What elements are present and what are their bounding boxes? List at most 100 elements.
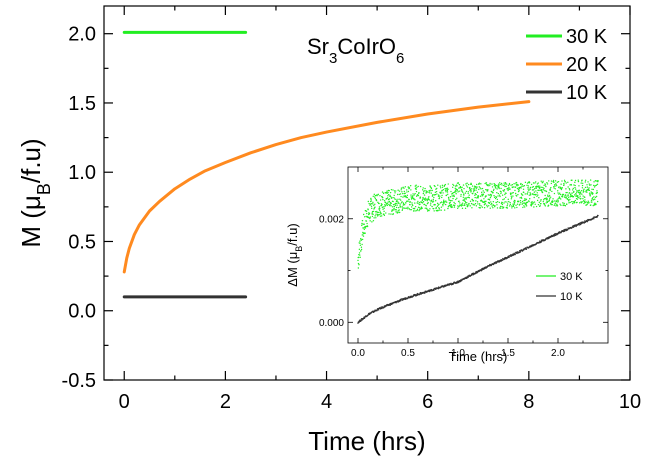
data-point xyxy=(389,204,391,207)
data-point xyxy=(395,211,397,213)
data-point xyxy=(592,204,594,207)
data-point xyxy=(537,182,539,184)
data-point xyxy=(424,187,426,190)
data-point xyxy=(532,186,535,188)
data-point xyxy=(490,201,492,203)
data-point xyxy=(456,185,458,187)
data-point xyxy=(509,201,511,204)
data-point xyxy=(530,183,533,186)
data-point xyxy=(564,205,567,207)
data-point xyxy=(462,184,465,186)
data-point xyxy=(565,182,567,184)
data-point xyxy=(575,195,577,198)
data-point xyxy=(367,216,370,219)
data-point xyxy=(493,183,495,185)
data-point xyxy=(479,207,482,209)
data-point xyxy=(536,183,539,185)
data-point xyxy=(449,196,452,198)
data-point xyxy=(377,215,379,217)
data-point xyxy=(422,201,425,203)
data-point xyxy=(418,207,421,209)
data-point xyxy=(548,194,551,197)
data-point xyxy=(462,191,464,194)
data-point xyxy=(421,189,424,191)
data-point xyxy=(484,203,487,205)
data-point xyxy=(414,202,416,204)
data-point xyxy=(382,196,384,199)
data-point xyxy=(503,184,506,186)
data-point xyxy=(504,185,506,188)
data-point xyxy=(500,192,502,195)
data-point xyxy=(393,196,395,199)
data-point xyxy=(504,201,506,203)
data-point xyxy=(563,182,565,185)
data-point xyxy=(459,204,461,207)
data-point xyxy=(380,212,382,215)
data-point xyxy=(454,187,456,190)
data-point xyxy=(472,192,474,195)
data-point xyxy=(592,199,595,201)
data-point xyxy=(551,203,553,206)
data-point xyxy=(582,182,584,184)
data-point xyxy=(517,184,519,186)
data-point xyxy=(378,206,381,208)
data-point xyxy=(383,210,385,213)
data-point xyxy=(524,181,527,184)
data-point xyxy=(483,191,485,194)
data-point xyxy=(527,185,530,187)
data-point xyxy=(440,191,442,194)
data-point xyxy=(414,185,416,187)
data-point xyxy=(595,203,597,205)
data-point xyxy=(457,205,459,207)
data-point xyxy=(557,192,559,194)
data-point xyxy=(439,202,442,204)
data-point xyxy=(582,195,584,197)
data-point xyxy=(488,199,491,201)
data-point xyxy=(507,198,509,201)
inset-x-axis-title: Time (hrs) xyxy=(449,349,508,364)
data-point xyxy=(406,191,408,193)
data-point xyxy=(593,184,595,187)
data-point xyxy=(441,194,443,197)
data-point xyxy=(543,184,545,187)
data-point xyxy=(359,242,361,245)
data-point xyxy=(362,223,364,225)
data-point xyxy=(557,180,560,183)
data-point xyxy=(554,180,557,182)
data-point xyxy=(555,185,558,187)
data-point xyxy=(517,193,519,196)
data-point xyxy=(379,215,382,217)
data-point xyxy=(416,209,418,212)
data-point xyxy=(439,185,442,187)
inset-legend-label: 30 K xyxy=(560,271,583,283)
data-point xyxy=(432,198,435,201)
data-point xyxy=(447,188,449,191)
data-point xyxy=(589,184,591,186)
data-point xyxy=(419,291,422,294)
data-point xyxy=(358,252,361,254)
data-point xyxy=(432,193,434,196)
data-point xyxy=(471,198,474,201)
data-point xyxy=(594,185,596,187)
data-point xyxy=(401,201,403,203)
data-point xyxy=(589,193,591,195)
data-point xyxy=(533,201,536,203)
data-point xyxy=(444,189,447,192)
data-point xyxy=(367,200,369,203)
data-point xyxy=(451,192,454,195)
data-point xyxy=(559,203,561,205)
data-point xyxy=(528,194,531,196)
data-point xyxy=(410,208,413,211)
data-point xyxy=(433,210,435,212)
data-point xyxy=(475,193,477,196)
data-point xyxy=(554,200,556,202)
data-point xyxy=(374,215,376,217)
data-point xyxy=(404,186,407,188)
data-point xyxy=(533,196,535,199)
data-point xyxy=(537,185,540,187)
data-point xyxy=(502,206,505,208)
legend-label: 30 K xyxy=(566,26,608,48)
data-point xyxy=(411,202,413,204)
data-point xyxy=(586,202,589,204)
data-point xyxy=(440,209,442,211)
